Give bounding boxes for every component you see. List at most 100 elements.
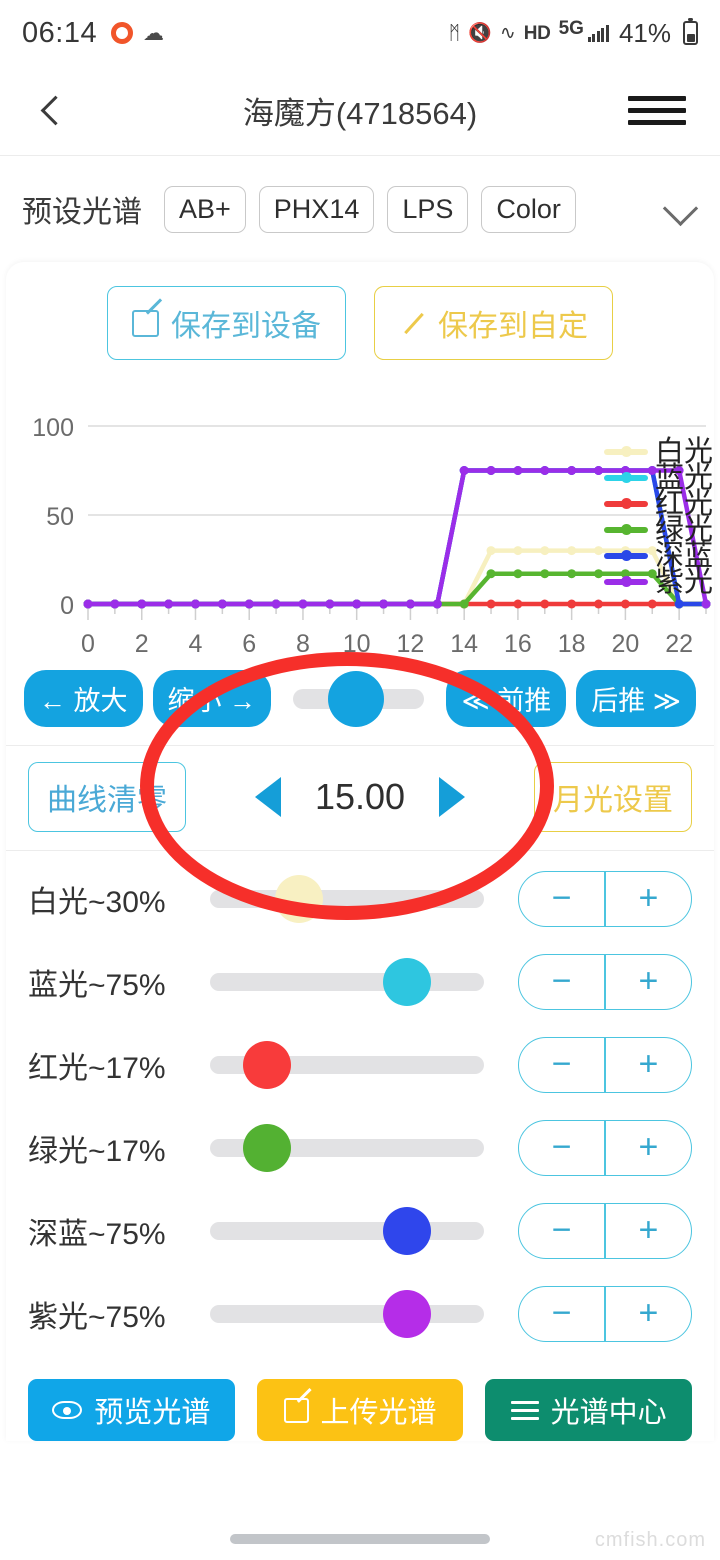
save-to-device-button[interactable]: 保存到设备 xyxy=(107,286,346,360)
svg-text:6: 6 xyxy=(242,630,256,654)
minus-button[interactable]: − xyxy=(551,1294,572,1332)
channel-slider[interactable] xyxy=(210,874,484,923)
spectrum-center-button[interactable]: 光谱中心 xyxy=(485,1379,693,1441)
chart-pan-slider-thumb[interactable] xyxy=(328,670,385,727)
preset-chip-ab[interactable]: AB+ xyxy=(164,185,246,233)
stepper-divider xyxy=(604,954,606,1009)
edit-square-icon xyxy=(132,309,159,337)
stepper-divider xyxy=(604,871,606,926)
save-to-custom-label: 保存到自定 xyxy=(438,310,588,343)
svg-text:20: 20 xyxy=(611,630,639,654)
legend-item[interactable]: 白光 xyxy=(604,437,713,466)
legend-swatch-3 xyxy=(604,524,648,535)
preset-chip-phx14[interactable]: PHX14 xyxy=(258,185,375,233)
legend-item[interactable]: 紫光 xyxy=(604,565,714,598)
channel-row: 红光~17% − + xyxy=(28,1023,692,1106)
chart-pan-slider[interactable] xyxy=(293,670,425,727)
svg-text:2: 2 xyxy=(135,630,149,654)
minus-button[interactable]: − xyxy=(551,879,572,917)
plus-button[interactable]: + xyxy=(638,1211,659,1249)
spectrum-card: 保存到设备 保存到自定 0 50 100 0 2 4 6 8 10 12 14 16 18 20 22 白光… xyxy=(6,262,714,1441)
home-indicator[interactable] xyxy=(230,1534,490,1544)
legend-item[interactable]: 蓝光 xyxy=(604,461,714,494)
channel-label: 绿光~17% xyxy=(28,1134,166,1168)
chevron-down-icon[interactable] xyxy=(664,192,698,226)
shift-back-button[interactable]: ≪ 前推 xyxy=(446,670,567,727)
moonlight-settings-button[interactable]: 月光设置 xyxy=(534,762,692,832)
upload-spectrum-button[interactable]: 上传光谱 xyxy=(256,1379,464,1441)
chart-zoom-controls: ← 放大 缩小 → ≪ 前推 后推 ≫ xyxy=(6,654,714,746)
time-value: 15.00 xyxy=(314,776,406,817)
ring-icon xyxy=(111,22,134,44)
svg-text:22: 22 xyxy=(665,630,693,654)
triangle-right-icon[interactable] xyxy=(439,777,466,817)
minus-button[interactable]: − xyxy=(551,1045,572,1083)
channel-stepper: − + xyxy=(518,1036,692,1093)
save-to-custom-button[interactable]: 保存到自定 xyxy=(374,286,613,360)
svg-text:0: 0 xyxy=(81,630,95,654)
channel-row: 蓝光~75% − + xyxy=(28,940,692,1023)
legend-swatch-0 xyxy=(604,446,648,457)
status-bar: 06:14 ☁ ᛗ 🔇 ∿ HD 5G 41% xyxy=(0,0,720,66)
time-stepper: 15.00 xyxy=(196,776,524,818)
legend-swatch-5 xyxy=(604,576,648,587)
legend-swatch-1 xyxy=(604,472,648,483)
minus-button[interactable]: − xyxy=(551,1211,572,1249)
shift-forward-button[interactable]: 后推 ≫ xyxy=(576,670,696,727)
spectrum-chart: 0 50 100 0 2 4 6 8 10 12 14 16 18 20 22 白光 蓝光 红光 绿光 深蓝 紫光 xyxy=(6,404,714,654)
plus-button[interactable]: + xyxy=(638,962,659,1000)
stepper-divider xyxy=(604,1203,606,1258)
svg-text:0: 0 xyxy=(60,592,74,620)
preview-spectrum-button[interactable]: 预览光谱 xyxy=(28,1379,235,1441)
channel-slider-thumb[interactable] xyxy=(383,1206,432,1255)
legend-label: 红光 xyxy=(655,487,714,520)
channel-slider[interactable] xyxy=(210,1040,484,1089)
plus-button[interactable]: + xyxy=(638,1294,659,1332)
channel-row: 深蓝~75% − + xyxy=(28,1189,692,1272)
status-right-icons: ᛗ 🔇 ∿ HD 5G 41% xyxy=(449,18,698,49)
legend-swatch-2 xyxy=(604,498,648,509)
channel-slider[interactable] xyxy=(210,1289,484,1338)
hamburger-icon[interactable] xyxy=(628,89,686,132)
preset-chip-color[interactable]: Color xyxy=(481,185,576,233)
minus-button[interactable]: − xyxy=(551,962,572,1000)
legend-label: 蓝光 xyxy=(655,461,714,494)
channel-label: 红光~17% xyxy=(28,1051,166,1085)
legend-item[interactable]: 红光 xyxy=(604,487,714,520)
legend-item[interactable]: 深蓝 xyxy=(604,541,713,570)
channel-slider-thumb[interactable] xyxy=(243,1123,292,1172)
clear-curve-button[interactable]: 曲线清零 xyxy=(28,762,186,832)
triangle-left-icon[interactable] xyxy=(254,777,281,817)
channel-slider-thumb[interactable] xyxy=(243,1040,292,1089)
save-button-row: 保存到设备 保存到自定 xyxy=(6,286,714,360)
plus-button[interactable]: + xyxy=(638,1045,659,1083)
battery-icon xyxy=(683,18,698,45)
minus-button[interactable]: − xyxy=(551,1128,572,1166)
channel-slider[interactable] xyxy=(210,957,484,1006)
channel-label: 蓝光~75% xyxy=(28,968,166,1002)
hd-icon: HD xyxy=(523,22,551,44)
plus-button[interactable]: + xyxy=(638,1128,659,1166)
svg-text:50: 50 xyxy=(46,503,74,531)
channel-slider-thumb[interactable] xyxy=(274,874,323,923)
divider xyxy=(6,850,714,851)
zoom-in-button[interactable]: ← 放大 xyxy=(24,670,143,727)
time-selector-row: 曲线清零 15.00 月光设置 xyxy=(6,746,714,848)
channel-slider[interactable] xyxy=(210,1206,484,1255)
legend-item[interactable]: 绿光 xyxy=(604,513,714,546)
legend-label: 绿光 xyxy=(655,513,714,546)
channel-slider-thumb[interactable] xyxy=(383,957,432,1006)
status-left-icons: ☁ xyxy=(111,22,164,44)
preset-chip-lps[interactable]: LPS xyxy=(387,185,469,233)
plus-button[interactable]: + xyxy=(638,879,659,917)
svg-text:10: 10 xyxy=(343,630,371,654)
channel-slider-thumb[interactable] xyxy=(383,1289,432,1338)
channel-slider[interactable] xyxy=(210,1123,484,1172)
mute-vibrate-icon: 🔇 xyxy=(468,22,492,44)
upload-spectrum-label: 上传光谱 xyxy=(320,1397,437,1429)
channel-label: 紫光~75% xyxy=(28,1300,166,1334)
preset-label: 预设光谱 xyxy=(22,196,142,229)
zoom-out-button[interactable]: 缩小 → xyxy=(152,670,272,727)
status-time: 06:14 xyxy=(22,16,98,49)
legend-label: 紫光 xyxy=(655,565,714,598)
